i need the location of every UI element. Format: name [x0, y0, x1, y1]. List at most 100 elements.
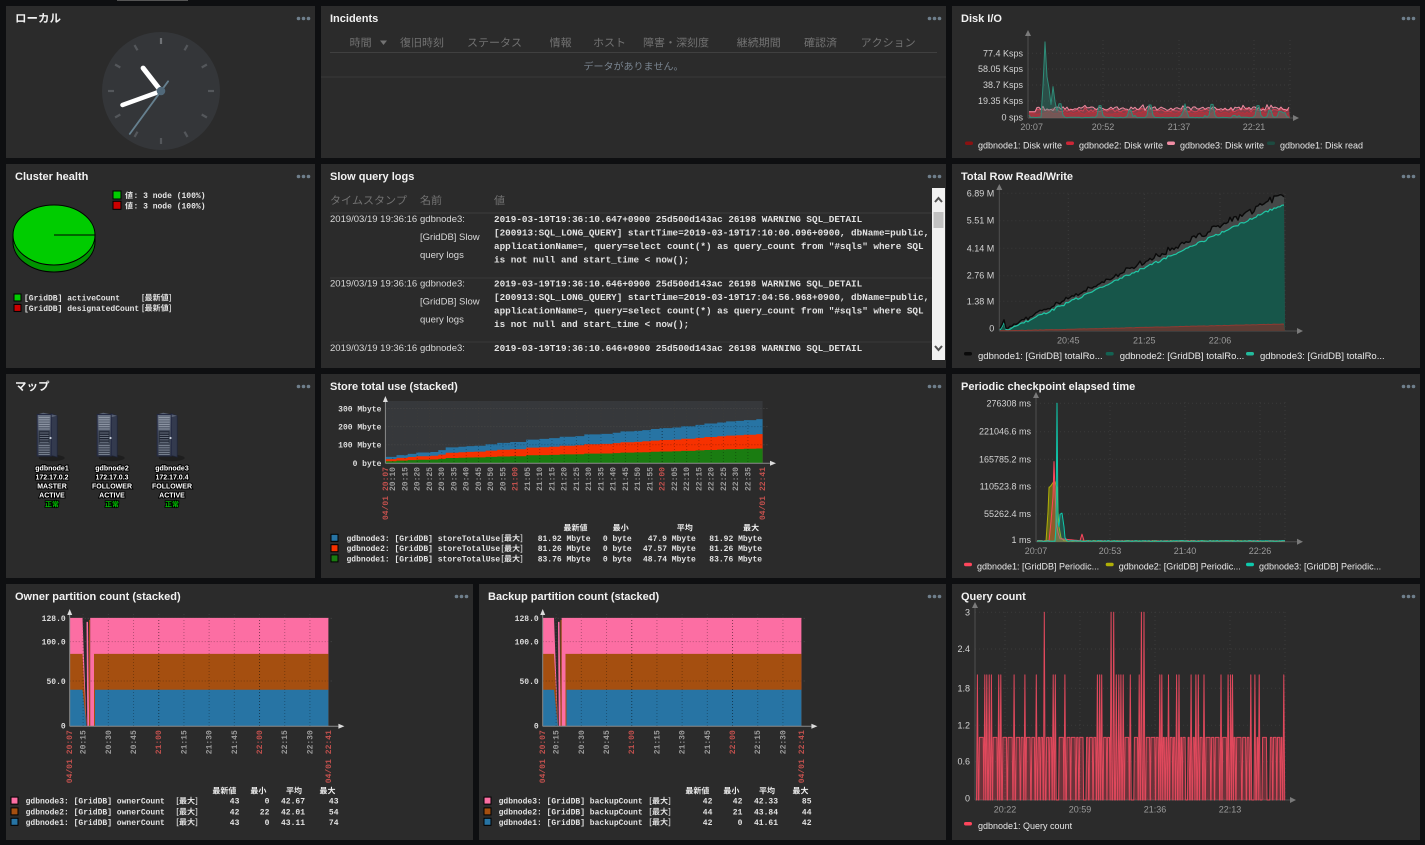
- svg-text:43: 43: [230, 819, 240, 828]
- svg-text:0 byte: 0 byte: [603, 535, 632, 544]
- svg-text:42: 42: [802, 819, 812, 828]
- svg-text:FOLLOWER: FOLLOWER: [152, 484, 192, 491]
- svg-text:applicationName=, query=select: applicationName=, query=select count(*) …: [494, 241, 924, 252]
- svg-text:20:07: 20:07: [66, 730, 75, 754]
- svg-text:22:06: 22:06: [1209, 336, 1232, 346]
- svg-text:gdbnode2: [GridDB] storeTotalU: gdbnode2: [GridDB] storeTotalUse: [347, 545, 501, 554]
- svg-text:77.4 Ksps: 77.4 Ksps: [983, 48, 1024, 58]
- svg-text:41.61: 41.61: [754, 819, 778, 828]
- svg-text:20:20: 20:20: [414, 467, 423, 491]
- svg-text:6.89 M: 6.89 M: [967, 188, 995, 198]
- svg-text:42: 42: [230, 808, 240, 817]
- svg-text:2019-03-19T19:36:10.646+0900 2: 2019-03-19T19:36:10.646+0900 25d500d143a…: [494, 343, 863, 354]
- svg-text:21:37: 21:37: [1168, 122, 1191, 132]
- svg-text:gdbnode2: Disk write: gdbnode2: Disk write: [1079, 141, 1163, 151]
- svg-text:gdbnode1: gdbnode1: [35, 466, 69, 473]
- svg-text:04/01: 04/01: [325, 759, 334, 783]
- svg-text:20:45: 20:45: [130, 730, 139, 754]
- svg-text:165785.2 ms: 165785.2 ms: [979, 454, 1032, 464]
- svg-text:20:45: 20:45: [603, 730, 612, 754]
- svg-text:22:10: 22:10: [683, 467, 692, 491]
- svg-text:2.76 M: 2.76 M: [967, 271, 995, 281]
- svg-text:85: 85: [802, 798, 812, 807]
- svg-text:21:45: 21:45: [622, 467, 631, 491]
- svg-text:22: 22: [260, 808, 270, 817]
- svg-text:gdbnode3:: gdbnode3:: [420, 343, 465, 354]
- svg-text:gdbnode1: Disk write: gdbnode1: Disk write: [978, 141, 1062, 151]
- svg-text:gdbnode1: Disk read: gdbnode1: Disk read: [1280, 141, 1363, 151]
- svg-text:21:20: 21:20: [561, 467, 570, 491]
- svg-text:42: 42: [733, 798, 743, 807]
- svg-text:21:15: 21:15: [180, 730, 189, 754]
- svg-text:2019/03/19 19:36:16: 2019/03/19 19:36:16: [330, 279, 417, 290]
- svg-text:4.14 M: 4.14 M: [967, 243, 995, 253]
- svg-text:22:15: 22:15: [281, 730, 290, 754]
- svg-text:0: 0: [534, 723, 539, 732]
- svg-text:20:07: 20:07: [1020, 122, 1043, 132]
- svg-text:is not null and start_time < n: is not null and start_time < now();: [494, 319, 689, 330]
- svg-text:20:30: 20:30: [438, 467, 447, 491]
- svg-text:300 Mbyte: 300 Mbyte: [338, 405, 381, 414]
- svg-text:42.33: 42.33: [754, 798, 778, 807]
- svg-text:21:40: 21:40: [610, 467, 619, 491]
- svg-text:81.92 Mbyte: 81.92 Mbyte: [538, 535, 591, 544]
- svg-text:20:15: 20:15: [401, 467, 410, 491]
- svg-text:19.35 Ksps: 19.35 Ksps: [978, 96, 1024, 106]
- svg-text:0: 0: [265, 819, 270, 828]
- svg-text:22:41: 22:41: [759, 467, 768, 491]
- svg-text:172.17.0.4: 172.17.0.4: [155, 475, 188, 482]
- svg-text:2.4: 2.4: [957, 644, 970, 654]
- svg-text:81.92 Mbyte: 81.92 Mbyte: [709, 535, 762, 544]
- svg-text:38.7 Ksps: 38.7 Ksps: [983, 80, 1024, 90]
- svg-text:0 byte: 0 byte: [603, 555, 632, 564]
- svg-text:21:10: 21:10: [536, 467, 545, 491]
- svg-text:20:10: 20:10: [389, 467, 398, 491]
- svg-text:0: 0: [989, 323, 994, 333]
- svg-text:0 sps: 0 sps: [1001, 112, 1023, 122]
- svg-text:0: 0: [738, 819, 743, 828]
- svg-text:21:45: 21:45: [704, 730, 713, 754]
- svg-text:gdbnode2: [GridDB] Periodic...: gdbnode2: [GridDB] Periodic...: [1119, 562, 1241, 572]
- svg-text:172.17.0.3: 172.17.0.3: [95, 475, 128, 482]
- svg-text:54: 54: [329, 808, 339, 817]
- svg-text:[200913:SQL_LONG_QUERY] startT: [200913:SQL_LONG_QUERY] startTime=2019-0…: [494, 228, 929, 239]
- svg-text:0: 0: [965, 793, 970, 803]
- svg-text:128.0: 128.0: [515, 615, 539, 624]
- svg-text:21:00: 21:00: [512, 467, 521, 491]
- svg-text:04/01: 04/01: [66, 759, 75, 783]
- svg-text:[200913:SQL_LONG_QUERY] startT: [200913:SQL_LONG_QUERY] startTime=2019-0…: [494, 292, 929, 303]
- svg-text:22:15: 22:15: [695, 467, 704, 491]
- svg-text:5.51 M: 5.51 M: [967, 216, 995, 226]
- svg-text:83.76 Mbyte: 83.76 Mbyte: [538, 555, 591, 564]
- svg-text:gdbnode3: [GridDB] storeTotalU: gdbnode3: [GridDB] storeTotalUse: [347, 535, 501, 544]
- svg-text:[GridDB] Slow: [GridDB] Slow: [420, 232, 480, 243]
- svg-text:22:00: 22:00: [729, 730, 738, 754]
- svg-text:gdbnode1: Query count: gdbnode1: Query count: [978, 821, 1073, 831]
- svg-text:gdbnode2: gdbnode2: [95, 466, 129, 473]
- svg-text:21:45: 21:45: [231, 730, 240, 754]
- svg-text:43: 43: [230, 798, 240, 807]
- svg-text:22:35: 22:35: [744, 467, 753, 491]
- svg-text:21:35: 21:35: [597, 467, 606, 491]
- svg-text:21:55: 21:55: [646, 467, 655, 491]
- svg-text:42: 42: [703, 819, 713, 828]
- svg-text:[GridDB] Slow: [GridDB] Slow: [420, 297, 480, 308]
- svg-text:0 byte: 0 byte: [603, 545, 632, 554]
- svg-text:20:53: 20:53: [1099, 546, 1122, 556]
- svg-text:47.9 Mbyte: 47.9 Mbyte: [648, 535, 696, 544]
- svg-text:58.05 Ksps: 58.05 Ksps: [978, 64, 1024, 74]
- svg-text:ACTIVE: ACTIVE: [159, 493, 185, 500]
- svg-text:21:25: 21:25: [1133, 336, 1156, 346]
- svg-text:22:15: 22:15: [754, 730, 763, 754]
- svg-text:22:41: 22:41: [325, 730, 334, 754]
- svg-text:22:00: 22:00: [256, 730, 265, 754]
- svg-text:74: 74: [329, 819, 339, 828]
- svg-text:gdbnode1: [GridDB] backupCount: gdbnode1: [GridDB] backupCount: [499, 819, 643, 828]
- svg-text:ACTIVE: ACTIVE: [39, 493, 65, 500]
- svg-text:22:30: 22:30: [779, 730, 788, 754]
- svg-text:query logs: query logs: [420, 315, 464, 326]
- svg-text:20:55: 20:55: [499, 467, 508, 491]
- svg-text:21: 21: [733, 808, 743, 817]
- svg-text:44: 44: [802, 808, 812, 817]
- svg-text:gdbnode3: gdbnode3: [155, 466, 189, 473]
